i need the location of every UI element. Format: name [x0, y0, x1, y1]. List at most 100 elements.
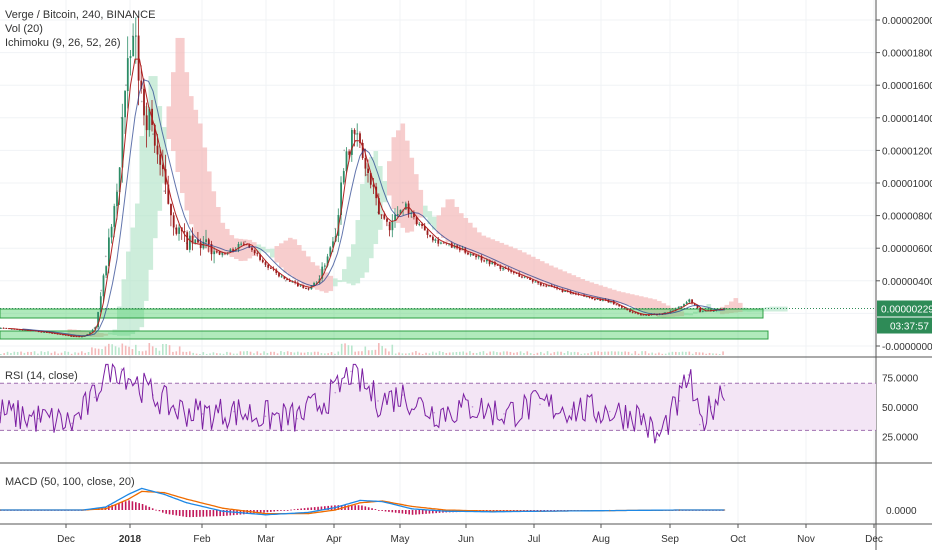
candle-body — [550, 285, 553, 287]
cloud-segment — [360, 184, 365, 278]
time-axis-label: Aug — [592, 534, 610, 545]
cloud-segment — [189, 96, 194, 225]
histogram-bar — [256, 510, 259, 514]
cloud-segment — [265, 249, 271, 253]
cloud-segment — [274, 246, 280, 263]
candle-body — [91, 329, 94, 333]
volume-legend[interactable]: Vol (20) — [5, 23, 43, 35]
volume-bar — [64, 351, 66, 355]
volume-bar — [378, 343, 380, 355]
histogram-bar — [425, 510, 427, 514]
price-axis-label: 0.00001400 — [882, 114, 932, 125]
cloud-segment — [202, 147, 208, 249]
cloud-segment — [279, 243, 284, 268]
volume-bar — [263, 351, 265, 355]
candle-body — [105, 266, 108, 276]
cloud-segment — [139, 136, 145, 328]
candle-body — [429, 234, 432, 237]
volume-bar — [0, 353, 2, 355]
cloud-segment — [675, 310, 680, 317]
price-point — [116, 190, 118, 193]
candle-body — [216, 251, 218, 253]
rsi-legend[interactable]: RSI (14, close) — [5, 370, 78, 382]
volume-bar — [84, 352, 86, 355]
candle-body — [156, 145, 159, 155]
candle-body — [367, 168, 369, 174]
volume-bar — [10, 353, 12, 355]
rsi-point — [710, 406, 712, 408]
histogram-bar — [388, 510, 390, 512]
histogram-bar — [357, 505, 360, 510]
volume-bar — [327, 353, 329, 355]
volume-bar — [243, 351, 245, 355]
price-point — [410, 216, 413, 219]
rsi-line[interactable] — [0, 363, 725, 444]
histogram-bar — [199, 510, 201, 517]
candle-body — [467, 252, 469, 255]
candle-body — [369, 173, 372, 185]
histogram-bar — [398, 510, 400, 514]
volume-bar — [391, 344, 394, 355]
histogram-bar — [138, 503, 140, 510]
candle-body — [243, 243, 245, 245]
candle-body — [121, 117, 124, 168]
volume-bar — [158, 350, 161, 355]
price-point — [221, 253, 224, 256]
support-zone-lower[interactable] — [0, 330, 769, 340]
volume-bar — [303, 352, 306, 355]
macd-legend[interactable]: MACD (50, 100, close, 20) — [5, 476, 135, 488]
histogram-bar — [553, 510, 556, 511]
candle-body — [332, 241, 334, 248]
rsi-series-points — [0, 364, 726, 441]
cloud-segment — [504, 244, 509, 268]
candle-body — [359, 133, 361, 143]
histogram-bar — [351, 505, 353, 510]
candle-body — [723, 308, 726, 310]
volume-bar — [310, 352, 313, 355]
macd-line[interactable] — [0, 487, 725, 516]
cloud-segment — [603, 286, 608, 301]
time-axis-label: Nov — [797, 534, 815, 545]
cloud-segment — [400, 123, 406, 228]
cloud-segment — [747, 309, 752, 312]
candle-body — [396, 214, 399, 216]
candle-body — [140, 80, 143, 89]
histogram-bar — [114, 504, 117, 510]
volume-bar — [148, 343, 151, 355]
cloud-segment — [508, 246, 514, 270]
volume-bar — [536, 352, 539, 355]
price-point — [125, 84, 127, 87]
cloud-segment — [342, 269, 347, 282]
volume-bar — [67, 351, 70, 355]
volume-bar — [624, 351, 626, 355]
cloud-segment — [495, 241, 500, 264]
candle-body — [167, 184, 170, 204]
time-axis-label: Feb — [193, 534, 211, 545]
cloud-segment — [729, 301, 734, 314]
volume-bar — [357, 351, 360, 355]
volume-bar — [202, 352, 205, 355]
macd-axis-label: 0.0000 — [886, 506, 917, 517]
volume-bar — [506, 351, 508, 355]
cloud-segment — [783, 306, 788, 312]
volume-bar — [108, 343, 110, 355]
cloud-segment — [382, 181, 388, 203]
rsi-point — [401, 394, 404, 396]
histogram-bar — [347, 505, 350, 510]
volume-bar — [641, 351, 643, 355]
candle-body — [159, 154, 162, 165]
volume-bar — [266, 352, 269, 355]
price-point — [174, 227, 177, 230]
volume-bar — [212, 352, 215, 355]
ichimoku-legend[interactable]: Ichimoku (9, 26, 52, 26) — [5, 37, 121, 49]
cloud-segment — [679, 311, 685, 317]
cloud-segment — [148, 76, 154, 270]
candle-body — [253, 250, 256, 254]
cloud-segment — [184, 72, 190, 211]
candle-body — [545, 285, 548, 287]
volume-bar — [20, 351, 22, 355]
candle-body — [43, 331, 45, 333]
symbol-title[interactable]: Verge / Bitcoin, 240, BINANCE — [5, 9, 156, 21]
histogram-bar — [303, 508, 306, 510]
